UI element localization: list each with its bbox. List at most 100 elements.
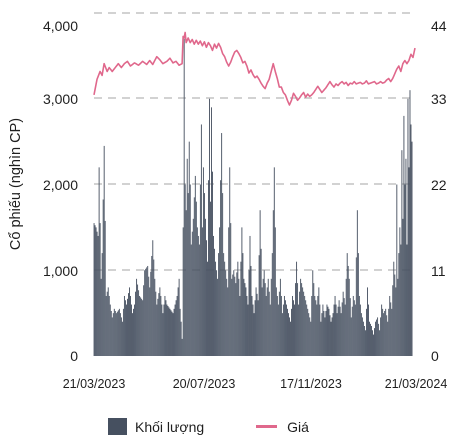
volume-bar	[202, 167, 204, 356]
volume-bar	[98, 167, 100, 356]
volume-bar	[121, 321, 123, 356]
volume-bar	[348, 278, 350, 356]
volume-bar	[290, 321, 291, 356]
volume-bar	[282, 304, 284, 356]
volume-bar	[271, 253, 273, 356]
volume-bar	[212, 171, 213, 356]
volume-bar	[249, 235, 251, 356]
volume-bar	[257, 300, 259, 356]
volume-bar	[119, 313, 121, 357]
volume-bar	[114, 310, 116, 356]
volume-bar	[328, 308, 330, 356]
volume-bar	[228, 227, 230, 357]
volume-bar	[355, 257, 357, 356]
volume-bar	[100, 278, 102, 356]
volume-bar	[293, 300, 294, 356]
volume-bar	[329, 315, 331, 356]
volume-bar	[342, 291, 344, 356]
volume-bar	[394, 274, 396, 356]
volume-bar	[97, 235, 99, 356]
volume-bar	[363, 325, 365, 356]
volume-bar	[230, 223, 232, 356]
volume-bar	[289, 317, 290, 356]
volume-bar	[204, 218, 206, 356]
volume-bar	[361, 317, 363, 356]
volume-bar	[199, 184, 201, 356]
volume-bar	[209, 98, 210, 356]
volume-bar	[164, 295, 166, 356]
volume-bar	[214, 248, 216, 356]
volume-bar	[298, 304, 300, 356]
volume-bar	[216, 270, 218, 356]
volume-bar	[222, 193, 224, 356]
y-right-tick-11: 11	[431, 263, 446, 279]
volume-bar	[229, 167, 231, 356]
volume-bar	[166, 304, 168, 356]
volume-bar	[198, 244, 200, 356]
volume-bar	[253, 313, 255, 357]
volume-bar	[308, 313, 310, 357]
volume-bar	[262, 278, 264, 356]
volume-bar	[141, 298, 143, 356]
volume-bar	[160, 295, 162, 356]
y-right-tick-44: 44	[431, 18, 447, 34]
volume-bar	[101, 253, 103, 356]
volume-bar	[337, 306, 339, 356]
volume-bar	[207, 261, 208, 356]
volume-bar	[292, 295, 293, 356]
volume-bar	[240, 261, 242, 356]
volume-bar	[356, 210, 358, 356]
volume-bar	[387, 321, 389, 356]
volume-bar	[364, 330, 366, 356]
volume-bar	[220, 180, 222, 356]
volume-bar	[384, 310, 386, 356]
volume-bar	[390, 302, 392, 356]
volume-bar	[139, 295, 141, 356]
volume-bar	[232, 274, 234, 356]
volume-bar	[163, 304, 165, 356]
volume-bar	[156, 304, 158, 356]
volume-bar	[215, 261, 217, 356]
volume-bar	[210, 201, 211, 356]
volume-bar	[402, 218, 404, 356]
volume-bar	[99, 223, 101, 356]
volume-bar	[189, 184, 191, 356]
volume-bar	[213, 235, 214, 356]
volume-bar	[93, 223, 95, 356]
volume-bar	[299, 291, 301, 356]
volume-bar	[187, 193, 189, 356]
volume-bar	[393, 261, 395, 356]
volume-bar	[251, 295, 253, 356]
volume-bar	[146, 267, 148, 356]
volume-bar	[291, 308, 292, 356]
volume-bar	[208, 180, 209, 356]
volume-bar	[315, 300, 317, 356]
volume-bar	[184, 184, 186, 356]
legend-item-volume: Khối lượng	[108, 418, 204, 435]
volume-bar	[372, 330, 373, 356]
volume-bar	[218, 253, 220, 356]
volume-bar	[140, 297, 142, 356]
volume-bar	[300, 278, 302, 356]
volume-bar	[324, 317, 326, 356]
volume-bar	[316, 304, 318, 356]
volume-bar	[276, 295, 278, 356]
volume-bar	[360, 313, 362, 357]
volume-bar	[158, 293, 160, 356]
y-left-axis-label: Cổ phiếu (nghìn CP)	[8, 118, 24, 250]
volume-bar	[370, 323, 371, 356]
volume-bars	[93, 38, 413, 357]
volume-bar	[227, 287, 229, 356]
volume-bar	[358, 295, 360, 356]
volume-bar	[294, 304, 295, 356]
y-left-tick-0: 0	[70, 348, 78, 364]
volume-bar	[135, 291, 137, 356]
volume-bar	[223, 253, 225, 356]
volume-bar	[110, 310, 112, 356]
volume-bar	[196, 227, 198, 357]
volume-bar	[376, 319, 378, 356]
legend-swatch-price	[256, 425, 278, 428]
volume-bar	[309, 317, 311, 356]
volume-bar	[312, 270, 314, 356]
volume-bar	[346, 253, 348, 356]
